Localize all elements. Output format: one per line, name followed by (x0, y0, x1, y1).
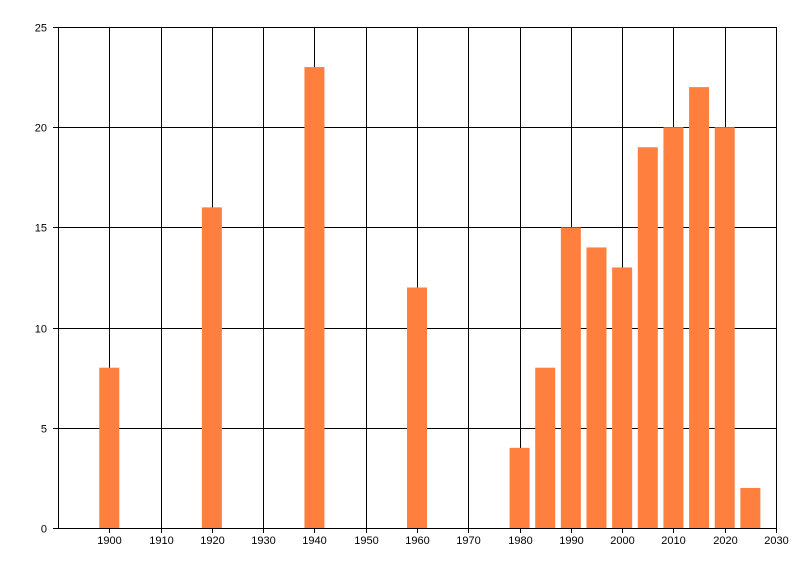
x-tick-label: 1920 (200, 535, 224, 547)
bar-2010 (663, 127, 684, 528)
bar-1980 (509, 447, 530, 528)
y-tick-label: 15 (35, 223, 47, 235)
bar-1985 (535, 367, 556, 528)
x-tick-label: 2030 (764, 535, 788, 547)
bar-2025 (740, 487, 761, 528)
x-tick-label: 1960 (405, 535, 429, 547)
y-tick-label: 25 (35, 23, 47, 35)
y-tick-label: 20 (35, 123, 47, 135)
y-axis-ticks: 0 5 10 15 20 25 (35, 23, 58, 536)
bar-2005 (637, 147, 658, 529)
x-tick-label: 2000 (610, 535, 634, 547)
x-tick-label: 1950 (354, 535, 378, 547)
x-tick-label: 1900 (97, 535, 121, 547)
y-tick-label: 10 (35, 324, 47, 336)
bar-1960 (407, 287, 427, 528)
bar-2015 (689, 87, 710, 529)
x-tick-label: 2020 (713, 535, 737, 547)
bar-2020 (714, 127, 735, 528)
bar-1900 (99, 367, 120, 528)
x-tick-label: 1910 (149, 535, 173, 547)
x-tick-label: 2010 (661, 535, 685, 547)
x-axis-ticks: 1900 1910 1920 1930 1940 1950 1960 1970 1980 1990… (97, 528, 789, 547)
x-tick-label: 1980 (508, 535, 532, 547)
bar-1995 (586, 247, 607, 528)
bar-1990 (560, 227, 581, 528)
bars (99, 67, 761, 529)
bar-1920 (201, 207, 222, 529)
y-tick-label: 0 (41, 524, 47, 536)
y-tick-label: 5 (41, 424, 47, 436)
x-tick-label: 1940 (302, 535, 326, 547)
bar-1940 (304, 67, 325, 528)
bar-2000 (612, 267, 633, 528)
x-tick-label: 1970 (456, 535, 480, 547)
x-tick-label: 1930 (251, 535, 275, 547)
x-tick-label: 1990 (559, 535, 583, 547)
